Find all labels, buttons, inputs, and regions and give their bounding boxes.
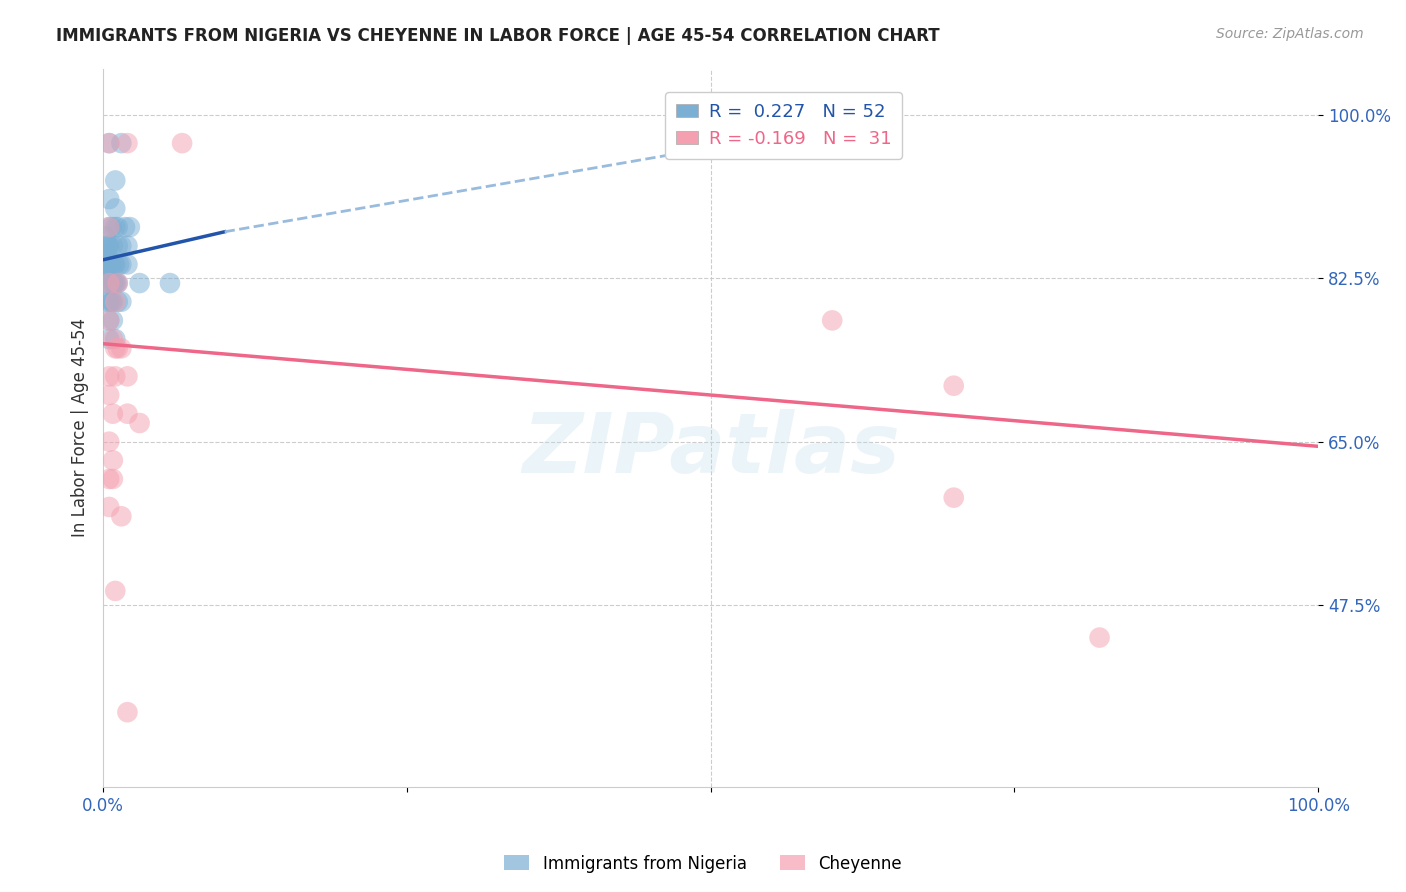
Point	[96, 267, 118, 281]
Point	[101, 276, 124, 290]
Point	[96, 294, 118, 309]
Point	[101, 332, 124, 346]
Point	[98, 136, 121, 150]
Point	[103, 257, 125, 271]
Point	[101, 472, 124, 486]
Point	[101, 453, 124, 467]
Point	[98, 136, 121, 150]
Point	[117, 369, 139, 384]
Point	[98, 313, 121, 327]
Point	[108, 257, 131, 271]
Point	[107, 220, 129, 235]
Point	[96, 276, 118, 290]
Point	[104, 220, 127, 235]
Point	[97, 239, 120, 253]
Point	[117, 239, 139, 253]
Point	[117, 407, 139, 421]
Point	[98, 276, 121, 290]
Point	[98, 313, 121, 327]
Point	[1088, 631, 1111, 645]
Point	[98, 434, 121, 449]
Point	[942, 378, 965, 392]
Point	[96, 257, 118, 271]
Point	[107, 239, 129, 253]
Text: IMMIGRANTS FROM NIGERIA VS CHEYENNE IN LABOR FORCE | AGE 45-54 CORRELATION CHART: IMMIGRANTS FROM NIGERIA VS CHEYENNE IN L…	[56, 27, 939, 45]
Point	[107, 276, 129, 290]
Point	[110, 342, 132, 356]
Point	[101, 239, 124, 253]
Point	[98, 369, 121, 384]
Point	[104, 369, 127, 384]
Point	[128, 276, 150, 290]
Point	[159, 276, 181, 290]
Point	[98, 257, 121, 271]
Y-axis label: In Labor Force | Age 45-54: In Labor Force | Age 45-54	[72, 318, 89, 537]
Point	[104, 202, 127, 216]
Point	[101, 294, 124, 309]
Point	[100, 276, 122, 290]
Point	[104, 173, 127, 187]
Point	[98, 220, 121, 235]
Point	[110, 257, 132, 271]
Point	[128, 416, 150, 430]
Point	[103, 276, 125, 290]
Point	[101, 407, 124, 421]
Point	[100, 257, 122, 271]
Legend: Immigrants from Nigeria, Cheyenne: Immigrants from Nigeria, Cheyenne	[498, 848, 908, 880]
Point	[105, 276, 128, 290]
Text: Source: ZipAtlas.com: Source: ZipAtlas.com	[1216, 27, 1364, 41]
Point	[104, 332, 127, 346]
Point	[96, 239, 118, 253]
Point	[94, 248, 117, 262]
Point	[97, 257, 120, 271]
Point	[98, 472, 121, 486]
Point	[104, 342, 127, 356]
Point	[98, 500, 121, 514]
Point	[104, 294, 127, 309]
Point	[104, 276, 127, 290]
Point	[110, 294, 132, 309]
Point	[118, 220, 141, 235]
Point	[110, 239, 132, 253]
Point	[117, 136, 139, 150]
Point	[100, 294, 122, 309]
Point	[104, 257, 127, 271]
Point	[107, 276, 129, 290]
Point	[107, 294, 129, 309]
Point	[172, 136, 194, 150]
Point	[107, 342, 129, 356]
Point	[110, 136, 132, 150]
Point	[117, 705, 139, 719]
Point	[100, 220, 122, 235]
Point	[101, 313, 124, 327]
Legend: R =  0.227   N = 52, R = -0.169   N =  31: R = 0.227 N = 52, R = -0.169 N = 31	[665, 92, 903, 159]
Point	[98, 276, 121, 290]
Point	[821, 313, 844, 327]
Point	[114, 220, 136, 235]
Point	[98, 192, 121, 206]
Point	[94, 229, 117, 244]
Point	[104, 583, 127, 598]
Text: ZIPatlas: ZIPatlas	[522, 409, 900, 490]
Point	[98, 220, 121, 235]
Point	[117, 257, 139, 271]
Point	[98, 239, 121, 253]
Point	[96, 248, 118, 262]
Point	[98, 388, 121, 402]
Point	[110, 509, 132, 524]
Point	[98, 294, 121, 309]
Point	[942, 491, 965, 505]
Point	[94, 267, 117, 281]
Point	[98, 332, 121, 346]
